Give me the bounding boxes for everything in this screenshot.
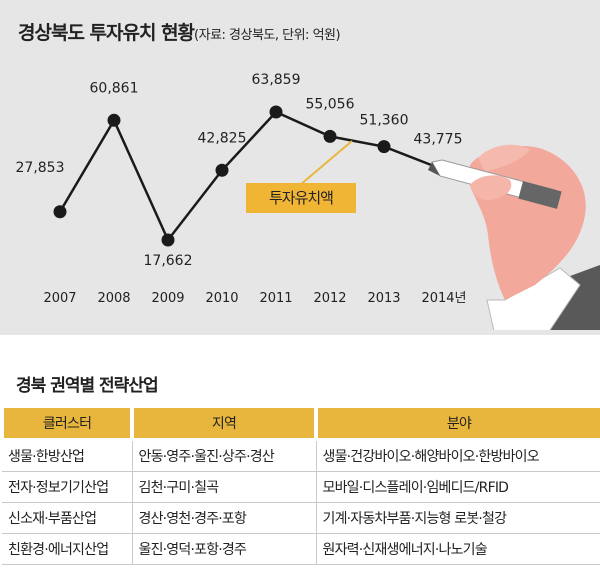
x-tick-label: 2013 [367, 291, 400, 306]
chart-title: 경상북도 투자유치 현황(자료: 경상북도, 단위: 억원) [18, 18, 341, 45]
cell-cluster: 신소재·부품산업 [2, 502, 132, 534]
data-point [161, 233, 175, 247]
cell-region: 경산·영천·경주·포항 [131, 502, 316, 534]
x-tick-label: 2011 [259, 291, 292, 306]
x-tick-label: 2009 [151, 291, 184, 306]
table-row: 친환경·에너지산업 울진·영덕·포항·경주 원자력·신재생에너지·나노기술 [2, 533, 600, 565]
data-point [377, 140, 391, 154]
header-region: 지역 [130, 408, 318, 441]
data-label: 51,360 [360, 113, 409, 129]
section-title: 경북 권역별 전략산업 [16, 376, 159, 396]
table-row: 신소재·부품산업 경산·영천·경주·포항 기계·자동차부품·지능형 로봇·철강 [2, 502, 600, 534]
industry-table: 클러스터 지역 분야 생물·한방산업 안동·영주·울진·상주·경산 생물·건강바… [0, 408, 600, 565]
annotation-label: 투자유치액 [246, 183, 356, 213]
cell-region: 울진·영덕·포항·경주 [131, 533, 316, 565]
cell-region: 김천·구미·칠곡 [131, 471, 316, 503]
table-row: 생물·한방산업 안동·영주·울진·상주·경산 생물·건강바이오·해양바이오·한방… [2, 439, 600, 472]
chart-title-text: 경상북도 투자유치 현황 [18, 22, 195, 44]
table-header-row: 클러스터 지역 분야 [0, 408, 600, 441]
cell-field: 모바일·디스플레이·임베디드/RFID [315, 471, 600, 503]
header-cluster: 클러스터 [0, 408, 134, 441]
x-tick-label: 2010 [205, 291, 238, 306]
series-line [58, 110, 439, 243]
cell-cluster: 생물·한방산업 [2, 439, 132, 472]
data-point [323, 129, 337, 143]
annotation-pointer [299, 140, 353, 186]
data-point [107, 113, 121, 127]
data-point [269, 105, 283, 119]
data-label: 43,775 [414, 132, 463, 148]
data-label: 27,853 [16, 160, 65, 176]
data-label: 17,662 [144, 253, 193, 269]
table-row: 전자·정보기기산업 김천·구미·칠곡 모바일·디스플레이·임베디드/RFID [2, 471, 600, 503]
line-chart: 27,853 2007 60,861 2008 17,662 2009 42,825 2010… [16, 72, 600, 330]
data-label: 55,056 [306, 96, 355, 112]
x-tick-label: 2008 [97, 291, 130, 306]
x-tick-label: 2012 [313, 291, 346, 306]
hand-holding-pen-icon [428, 144, 600, 330]
data-label: 42,825 [198, 130, 247, 146]
chart-subtitle: (자료: 경상북도, 단위: 억원) [194, 28, 341, 43]
data-label: 63,859 [252, 72, 301, 88]
chart-area: 27,853 2007 60,861 2008 17,662 2009 42,825 2010… [16, 18, 600, 330]
x-tick-label: 2007 [43, 291, 76, 306]
cell-field: 기계·자동차부품·지능형 로봇·철강 [315, 502, 600, 534]
cell-field: 원자력·신재생에너지·나노기술 [315, 533, 600, 565]
strategy-industry-section: 경북 권역별 전략산업 클러스터 지역 분야 생물·한방산업 안동·영주·울진·… [0, 335, 600, 579]
cell-field: 생물·건강바이오·해양바이오·한방바이오 [315, 439, 600, 472]
data-point [53, 205, 67, 219]
header-field: 분야 [314, 408, 600, 441]
cell-region: 안동·영주·울진·상주·경산 [131, 439, 316, 472]
cell-cluster: 전자·정보기기산업 [2, 471, 132, 503]
data-point [215, 163, 229, 177]
data-label: 60,861 [90, 80, 139, 96]
x-tick-label: 2014년 [421, 291, 466, 306]
cell-cluster: 친환경·에너지산업 [2, 533, 132, 565]
